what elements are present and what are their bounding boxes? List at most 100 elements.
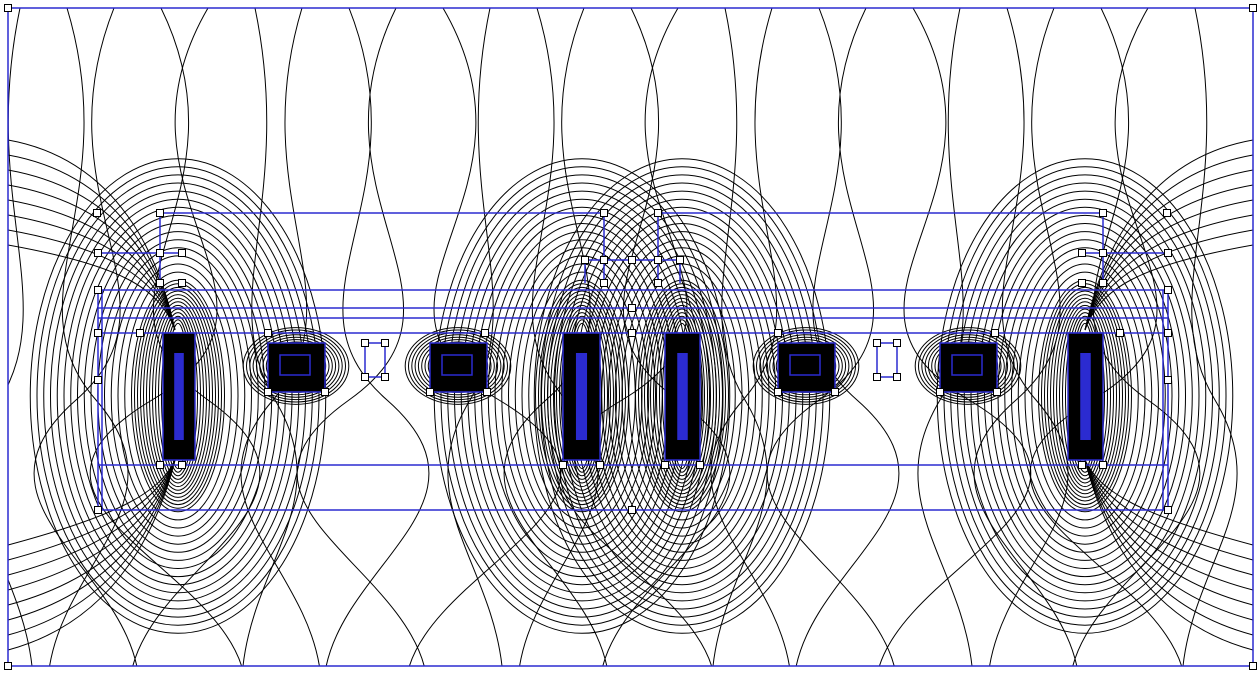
flux-loop	[408, 329, 508, 403]
node	[1116, 329, 1124, 337]
node	[893, 373, 901, 381]
node	[1099, 209, 1107, 217]
flux-line	[325, 8, 430, 666]
nodes	[4, 4, 1257, 670]
flux-loop	[1047, 290, 1123, 502]
node	[600, 256, 608, 264]
node	[774, 329, 782, 337]
flux-line	[519, 8, 599, 666]
node	[361, 339, 369, 347]
coil-winding	[174, 353, 184, 440]
small-coil-inner	[789, 354, 821, 376]
flux-loop	[559, 308, 605, 484]
node	[873, 373, 881, 381]
flux-line	[8, 459, 176, 561]
flux-line	[8, 154, 176, 331]
flux-loop	[36, 166, 320, 626]
node	[94, 506, 102, 514]
node	[1249, 4, 1257, 12]
flux-loop	[104, 247, 252, 545]
flux-loop	[656, 304, 708, 488]
flux-line	[1084, 244, 1253, 331]
flux-loop	[152, 304, 204, 488]
node	[481, 329, 489, 337]
node	[94, 286, 102, 294]
node	[156, 461, 164, 469]
node	[831, 388, 839, 396]
flux-loop	[560, 190, 804, 602]
node	[581, 256, 589, 264]
flux-loop	[77, 214, 279, 578]
flux-loop	[1053, 297, 1117, 495]
flux-line	[1084, 459, 1253, 591]
flux-line	[1084, 459, 1253, 561]
flux-loop	[146, 297, 210, 495]
flux-line	[1084, 214, 1253, 331]
node	[1099, 279, 1107, 287]
flux-loop	[143, 294, 213, 498]
small-coil	[777, 342, 836, 393]
geometry	[7, 7, 1254, 667]
flux-line	[8, 8, 33, 666]
flux-loop	[149, 301, 207, 491]
flux-loop	[43, 174, 313, 618]
spacer	[364, 342, 386, 378]
flux-loop	[641, 286, 723, 506]
flux-loop	[1050, 294, 1120, 498]
node	[628, 506, 636, 514]
node	[628, 329, 636, 337]
node	[1164, 376, 1172, 384]
node	[1249, 662, 1257, 670]
flux-line	[1084, 169, 1253, 331]
flux-loop	[924, 334, 1012, 398]
node	[774, 388, 782, 396]
small-coil-inner	[279, 354, 311, 376]
flux-loop	[762, 334, 850, 398]
node	[264, 329, 272, 337]
flux-loop	[614, 255, 750, 537]
node	[1163, 209, 1171, 217]
node	[696, 461, 704, 469]
flux-loop	[628, 271, 736, 521]
flux-line	[8, 229, 176, 331]
node	[991, 329, 999, 337]
flux-loop	[242, 327, 350, 405]
node	[1078, 279, 1086, 287]
node	[361, 373, 369, 381]
node	[993, 388, 1001, 396]
flux-loop	[544, 290, 620, 502]
flux-loop	[1059, 304, 1111, 488]
flux-line	[1084, 154, 1253, 331]
flux-loop	[1062, 308, 1108, 484]
flux-line	[989, 8, 1069, 666]
flux-loop	[662, 312, 702, 480]
flux-line	[1084, 459, 1253, 636]
flux-loop	[63, 198, 293, 594]
node	[628, 256, 636, 264]
flux-loop	[454, 182, 710, 610]
node	[4, 662, 12, 670]
flux-line	[8, 169, 176, 331]
flux-line	[1084, 229, 1253, 331]
flux-loop	[1004, 239, 1166, 553]
node	[559, 461, 567, 469]
flux-line	[8, 459, 176, 546]
flux-loop	[653, 301, 711, 491]
flux-loop	[404, 327, 512, 405]
flux-loop	[1065, 312, 1105, 480]
node	[596, 461, 604, 469]
flux-line	[8, 244, 176, 331]
node	[1164, 506, 1172, 514]
node	[654, 256, 662, 264]
flux-loop	[514, 255, 650, 537]
flux-loop	[990, 223, 1180, 569]
flux-loop	[608, 247, 756, 545]
node	[936, 388, 944, 396]
node	[156, 279, 164, 287]
flux-loop	[117, 263, 239, 529]
flux-loop	[644, 290, 720, 502]
flux-line	[1084, 459, 1253, 546]
node	[381, 373, 389, 381]
